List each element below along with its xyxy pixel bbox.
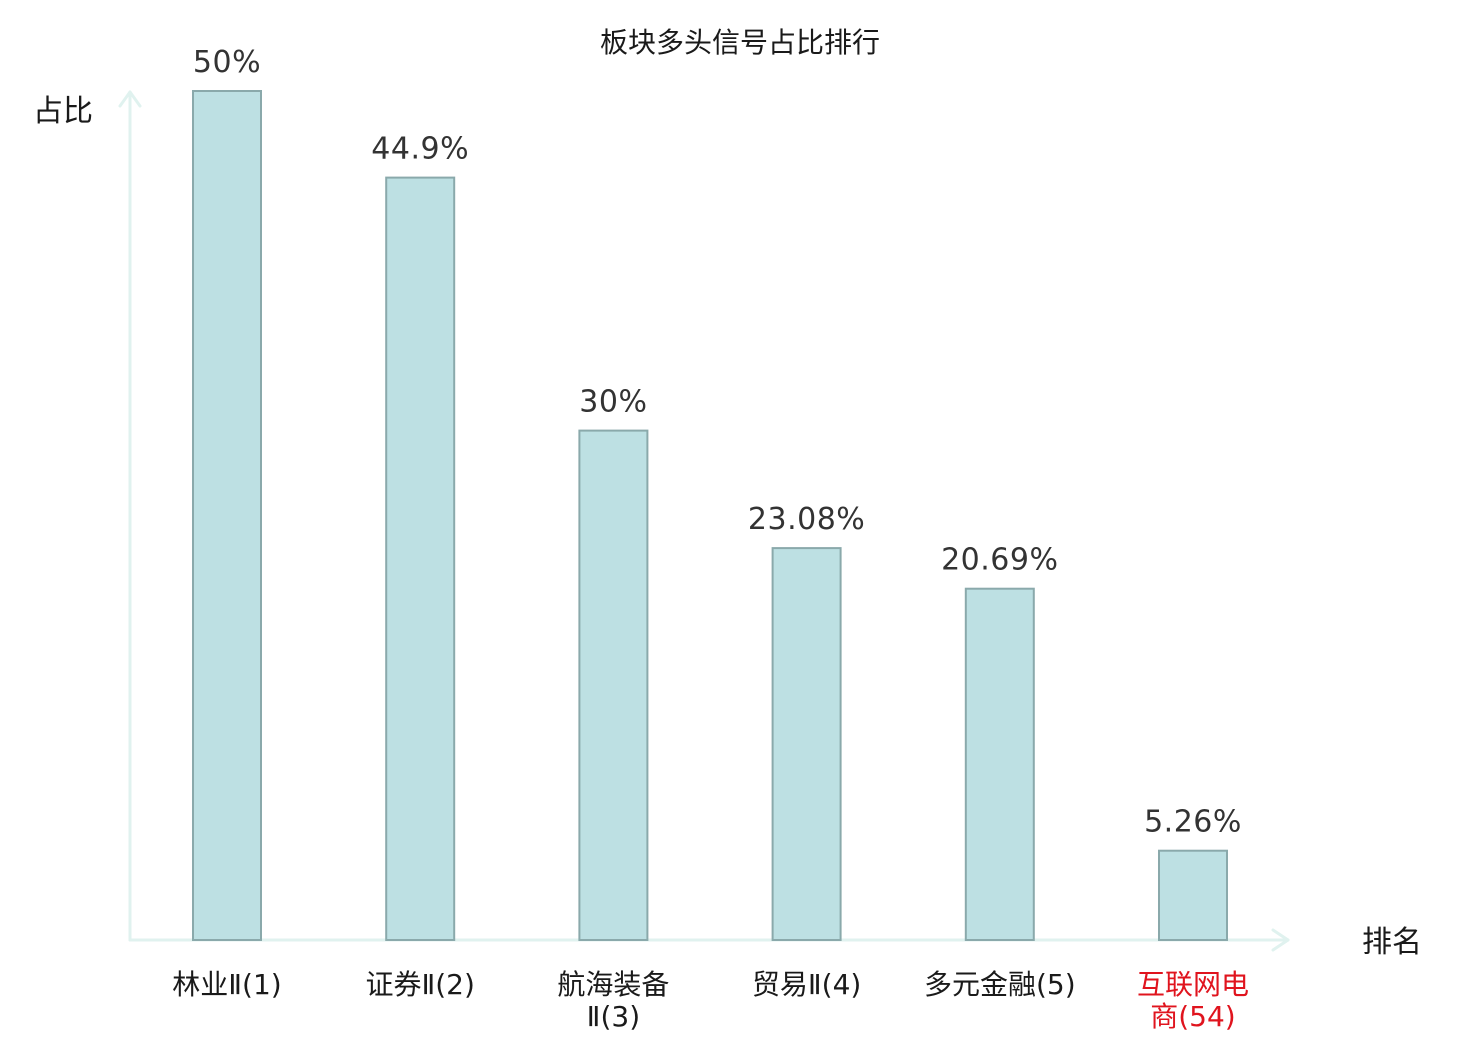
bar [964, 587, 1035, 941]
bars [192, 90, 1228, 942]
bar [192, 90, 262, 941]
axes [118, 90, 1290, 952]
x-tick-label-line: 多元金融(5) [924, 968, 1076, 1001]
x-tick-label-line: Ⅱ(3) [587, 1000, 640, 1033]
y-axis-arrow [118, 90, 142, 108]
bar [385, 176, 456, 942]
bar [1158, 849, 1228, 942]
x-tick-label: 林业Ⅱ(1) [172, 968, 281, 1001]
x-tick-label: 贸易Ⅱ(4) [752, 968, 861, 1001]
x-tick-label-line: 贸易Ⅱ(4) [752, 968, 861, 1001]
data-label: 23.08% [748, 502, 865, 537]
data-label: 5.26% [1144, 805, 1242, 840]
x-axis-label: 排名 [1362, 925, 1422, 960]
chart-title: 板块多头信号占比排行 [600, 26, 880, 59]
data-label: 20.69% [941, 543, 1058, 578]
x-tick-label-line: 航海装备 [557, 968, 669, 1001]
value-labels: 50% 44.9% 30% 23.08% 20.69% 5.26% [193, 45, 1242, 840]
x-tick-label: 多元金融(5) [924, 968, 1076, 1001]
x-tick-label-line: 林业Ⅱ(1) [172, 968, 281, 1001]
x-tick-label: 互联网电商(54) [1137, 968, 1249, 1033]
data-label: 30% [579, 385, 647, 420]
x-tick-label-line: 互联网电 [1137, 968, 1249, 1001]
x-tick-label-line: 商(54) [1150, 1000, 1235, 1033]
data-label: 44.9% [371, 132, 469, 167]
bar [771, 547, 842, 941]
bar [578, 429, 649, 941]
x-tick-label: 航海装备 Ⅱ(3) [557, 968, 669, 1033]
data-label: 50% [193, 45, 261, 80]
y-axis-label: 占比 [33, 94, 93, 129]
x-tick-label-line: 证券Ⅱ(2) [365, 968, 474, 1001]
tick-labels: 林业Ⅱ(1) 证券Ⅱ(2) 航海装备 Ⅱ(3) 贸易Ⅱ(4) 多元金融(5) 互联网电商(5… [172, 968, 1249, 1033]
x-tick-label: 证券Ⅱ(2) [365, 968, 474, 1001]
x-axis-arrow [1271, 928, 1290, 952]
